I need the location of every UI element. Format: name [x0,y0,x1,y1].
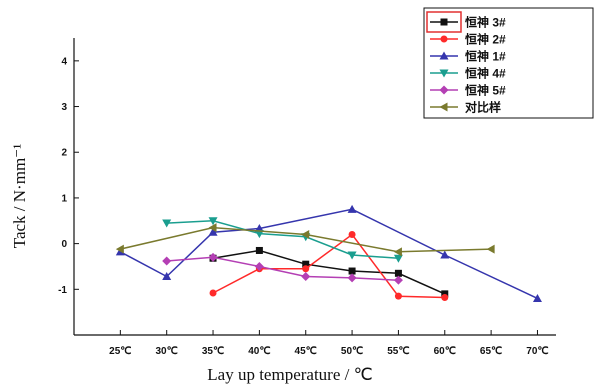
series-layer [115,204,542,302]
series-line [212,249,446,295]
y-tick-label: 1 [61,193,67,204]
data-point [254,261,264,271]
legend-item: 恒神 2# [430,32,506,47]
data-point [348,267,356,275]
legend-label: 对比样 [465,100,501,115]
legend-marker [440,35,448,43]
legend-marker [439,85,449,95]
x-tick-label: 30℃ [156,346,178,357]
plot-area: -1 0 1 2 3 4 25℃ 30℃ 35℃ 40℃ 45℃ 50℃ 55℃ 60℃ 65℃ 70℃ [58,38,556,357]
series-line [166,256,399,281]
data-point [441,294,449,302]
legend-items: 恒神 3# 恒神 2# 恒神 1# 恒神 4# 恒神 5# 对比样 [430,15,506,115]
legend-label: 恒神 1# [465,49,506,64]
legend-marker [439,102,448,112]
data-point [302,265,310,273]
y-tick-label: 4 [61,56,67,67]
legend-label: 恒神 2# [465,32,506,47]
x-tick-label: 45℃ [295,346,317,357]
data-point [486,244,495,254]
y-axis-ticks: -1 0 1 2 3 4 [58,56,79,296]
data-point [209,289,217,297]
data-point [347,204,357,213]
data-point [302,260,310,268]
y-axis-title: Tack / N·mm⁻¹ [10,144,29,248]
x-tick-label: 65℃ [480,346,502,357]
data-point [301,272,311,282]
data-point [115,244,124,254]
data-point [208,252,218,262]
legend-marker [440,18,448,26]
legend-label: 恒神 5# [465,83,506,98]
legend: 恒神 3# 恒神 2# 恒神 1# 恒神 4# 恒神 5# 对比样 [423,7,594,119]
x-tick-label: 60℃ [434,346,456,357]
data-point [254,224,264,233]
legend-box [423,7,594,119]
data-point [348,230,356,238]
series-3 [115,204,542,302]
legend-label: 恒神 3# [465,15,506,30]
data-point [441,290,449,298]
data-point [208,227,218,236]
legend-item: 恒神 1# [430,49,506,64]
data-point [393,254,403,263]
legend-highlight [426,11,462,33]
legend-item: 恒神 3# [430,15,506,30]
x-axis-ticks: 25℃ 30℃ 35℃ 40℃ 45℃ 50℃ 55℃ 60℃ 65℃ 70℃ [109,330,549,357]
data-point [347,273,357,283]
data-point [393,275,403,285]
data-point [162,219,172,228]
legend-item: 对比样 [430,100,501,115]
x-tick-label: 55℃ [387,346,409,357]
legend-label: 恒神 4# [465,66,506,81]
legend-marker [439,69,449,78]
series-6 [115,223,495,257]
y-tick-label: -1 [58,285,67,296]
data-point [532,293,542,302]
data-point [394,269,402,277]
x-tick-label: 50℃ [341,346,363,357]
x-axis-title: Lay up temperature / ℃ [207,365,372,384]
series-4 [162,217,403,263]
data-point [440,250,450,259]
y-tick-label: 3 [61,102,67,113]
x-tick-label: 70℃ [526,346,548,357]
series-line [212,233,445,299]
series-5 [162,252,403,285]
y-tick-label: 0 [61,239,67,250]
data-point [254,230,264,239]
data-point [208,223,217,233]
data-point [347,251,357,260]
series-2 [209,230,449,302]
legend-marker [439,51,449,60]
x-tick-label: 40℃ [248,346,270,357]
legend-item: 恒神 4# [430,66,506,81]
data-point [162,272,172,281]
series-1 [209,246,449,298]
data-point [208,217,218,226]
data-point [394,292,402,300]
data-point [255,246,263,254]
x-tick-label: 35℃ [202,346,224,357]
x-tick-label: 25℃ [109,346,131,357]
legend-item: 恒神 5# [430,83,506,98]
data-point [162,256,172,266]
y-tick-label: 2 [61,148,67,159]
data-point [301,229,310,239]
data-point [393,247,402,257]
series-line [166,220,399,259]
